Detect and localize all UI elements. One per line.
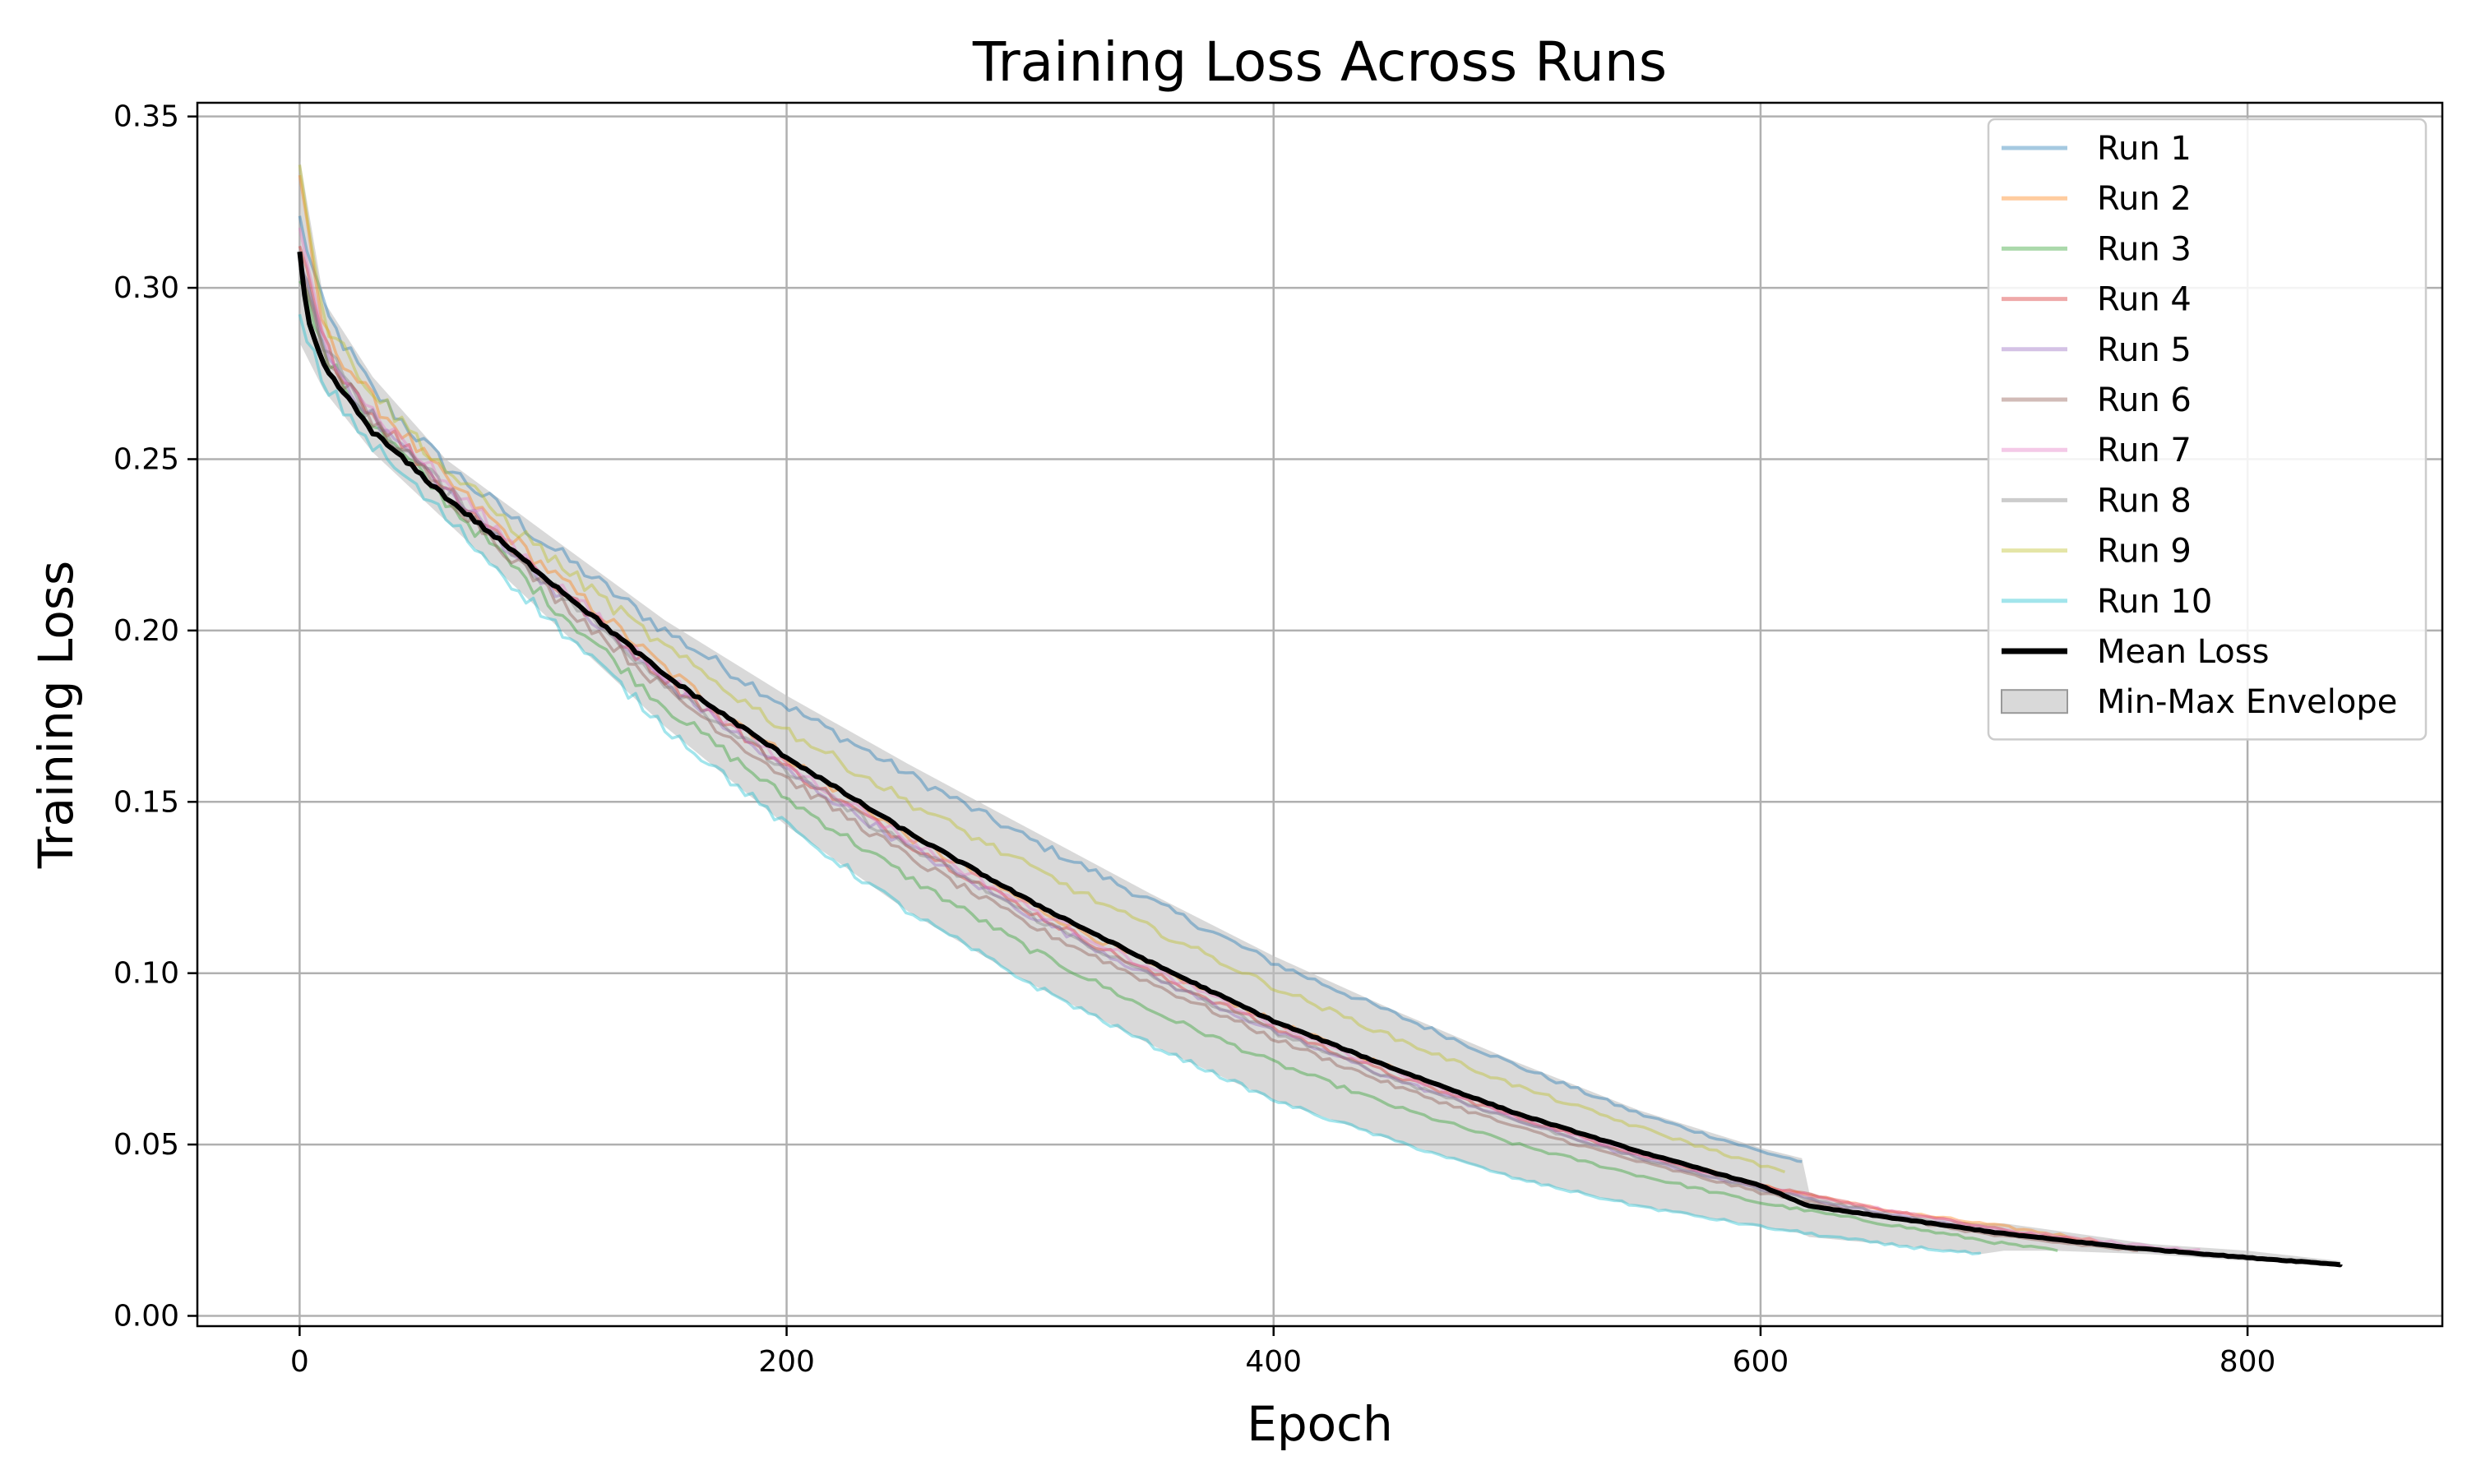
- legend: Run 1 Run 2 Run 3 Run 4 Run 5 Run 6 Run 7 Run 8…: [1987, 118, 2428, 741]
- chart-title: Training Loss Across Runs: [972, 30, 1667, 94]
- legend-label: Mean Loss: [2097, 633, 2269, 671]
- legend-label: Run 1: [2097, 130, 2192, 168]
- legend-label: Run 5: [2097, 331, 2192, 369]
- x-axis-title: Epoch: [1247, 1396, 1393, 1452]
- y-tick-label: 0.25: [113, 442, 179, 476]
- series-line-run-9: [298, 164, 1786, 1174]
- legend-label: Run 7: [2097, 432, 2192, 469]
- x-tick-label: 200: [758, 1345, 815, 1379]
- legend-label: Run 3: [2097, 230, 2192, 268]
- y-axis-title: Training Loss: [28, 561, 84, 870]
- legend-label: Run 8: [2097, 482, 2192, 520]
- y-tick-label: 0.35: [113, 100, 179, 134]
- series-line-run-10: [298, 313, 1982, 1255]
- series-line-mean-loss: [297, 251, 2343, 1268]
- y-tick-label: 0.20: [113, 614, 179, 648]
- x-tick-label: 400: [1245, 1345, 1302, 1379]
- legend-label: Run 2: [2097, 180, 2192, 218]
- y-tick-label: 0.15: [113, 785, 179, 819]
- y-tick-label: 0.00: [113, 1299, 179, 1333]
- series-line-run-1: [298, 215, 1803, 1163]
- legend-swatch-envelope: [2001, 689, 2068, 714]
- legend-label: Run 6: [2097, 381, 2192, 419]
- envelope-layer: [299, 157, 2340, 1265]
- series-line-run-3: [298, 280, 2058, 1252]
- x-tick-label: 0: [290, 1345, 309, 1379]
- series-layer: [297, 164, 2343, 1268]
- legend-label: Min-Max Envelope: [2097, 683, 2397, 721]
- y-tick-label: 0.30: [113, 271, 179, 305]
- legend-label: Run 4: [2097, 281, 2192, 319]
- min-max-envelope: [299, 157, 2340, 1265]
- axis-ticks: 0 200 400 600 800 0.00 0.05 0.10 0.15 0.20 0.25 0.3…: [113, 100, 2276, 1379]
- legend-label: Run 9: [2097, 533, 2192, 571]
- series-line-run-6: [298, 261, 2138, 1253]
- y-tick-label: 0.10: [113, 957, 179, 991]
- y-tick-label: 0.05: [113, 1128, 179, 1162]
- x-tick-label: 800: [2219, 1345, 2276, 1379]
- legend-box: [1987, 118, 2428, 741]
- x-tick-label: 600: [1733, 1345, 1789, 1379]
- plot-frame: [196, 101, 2444, 1328]
- legend-label: Run 10: [2097, 583, 2212, 621]
